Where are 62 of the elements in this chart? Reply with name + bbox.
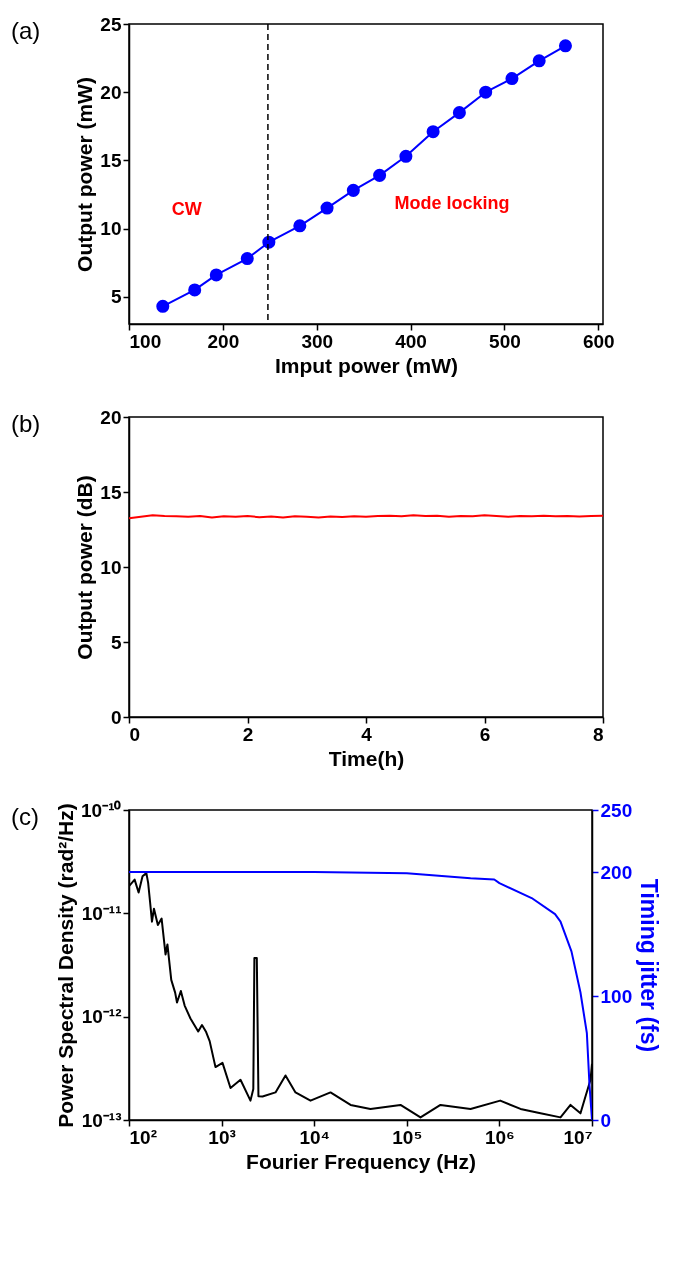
x-tick-label: 200 — [207, 330, 240, 352]
x-tick-label: 600 — [582, 330, 615, 352]
text: (a) — [11, 17, 41, 44]
x-tick-label: 10² — [129, 1126, 157, 1148]
x-tick-label: 0 — [129, 723, 141, 745]
y-tick-label: 25 — [100, 13, 122, 35]
y-tick-label: 20 — [100, 406, 122, 428]
y2-axis-title: Timing jitter (fs) — [636, 878, 663, 1053]
y-tick-label: 10⁻¹³ — [81, 1109, 122, 1131]
point — [399, 149, 413, 163]
y-tick-label: 5 — [110, 286, 122, 308]
x-tick-label: 10⁷ — [563, 1126, 593, 1148]
y2-tick-label: 250 — [600, 799, 633, 821]
x-tick-label: 10⁶ — [484, 1126, 515, 1148]
y-tick-label: 10 — [100, 556, 122, 578]
x-tick-label: 10⁴ — [299, 1126, 330, 1148]
x-axis-title: Time(h) — [328, 746, 405, 770]
y-tick-label: 5 — [110, 631, 122, 653]
y-axis-title: Output power (mW) — [73, 77, 97, 272]
point — [209, 268, 223, 282]
y2-tick-label: 100 — [600, 985, 633, 1007]
y-tick-label: 10⁻¹⁰ — [81, 799, 122, 821]
y-tick-label: 15 — [100, 149, 122, 171]
x-tick-label: 500 — [489, 330, 521, 352]
x-tick-label: 4 — [361, 723, 373, 745]
x-axis-title: Fourier Frequency (Hz) — [246, 1149, 476, 1173]
y-tick-label: 20 — [100, 81, 122, 103]
y-axis-title: Power Spectral Density (rad²/Hz) — [54, 803, 78, 1128]
y-axis-title: Output power (dB) — [73, 475, 97, 660]
annotation: Mode locking — [394, 193, 510, 213]
y-tick-label: 15 — [100, 481, 122, 503]
x-tick-label: 2 — [242, 723, 254, 745]
x-tick-label: 400 — [395, 330, 427, 352]
point — [373, 168, 387, 182]
point — [558, 39, 572, 53]
point — [346, 183, 360, 197]
point — [532, 54, 546, 68]
point — [188, 283, 202, 297]
point — [156, 299, 170, 313]
y-tick-label: 10⁻¹¹ — [81, 902, 122, 924]
point — [320, 201, 334, 215]
x-tick-label: 10³ — [208, 1126, 236, 1148]
point — [505, 72, 519, 86]
y-tick-label: 0 — [110, 706, 122, 728]
point — [452, 106, 466, 120]
x-tick-label: 6 — [479, 723, 491, 745]
x-tick-label: 300 — [301, 330, 334, 352]
y-tick-label: 10 — [100, 218, 122, 240]
y2-tick-label: 0 — [600, 1109, 612, 1131]
point — [426, 125, 440, 139]
point — [240, 252, 254, 266]
y-tick-label: 10⁻¹² — [81, 1006, 122, 1028]
x-tick-label: 10⁵ — [392, 1126, 423, 1148]
text: (b) — [11, 410, 41, 437]
annotation: CW — [171, 199, 202, 219]
x-tick-label: 100 — [129, 330, 162, 352]
y2-tick-label: 200 — [600, 861, 633, 883]
point — [479, 85, 493, 99]
point — [293, 219, 307, 233]
x-axis-title: Imput power (mW) — [274, 353, 459, 377]
text: (c) — [11, 803, 39, 830]
x-tick-label: 8 — [592, 723, 604, 745]
